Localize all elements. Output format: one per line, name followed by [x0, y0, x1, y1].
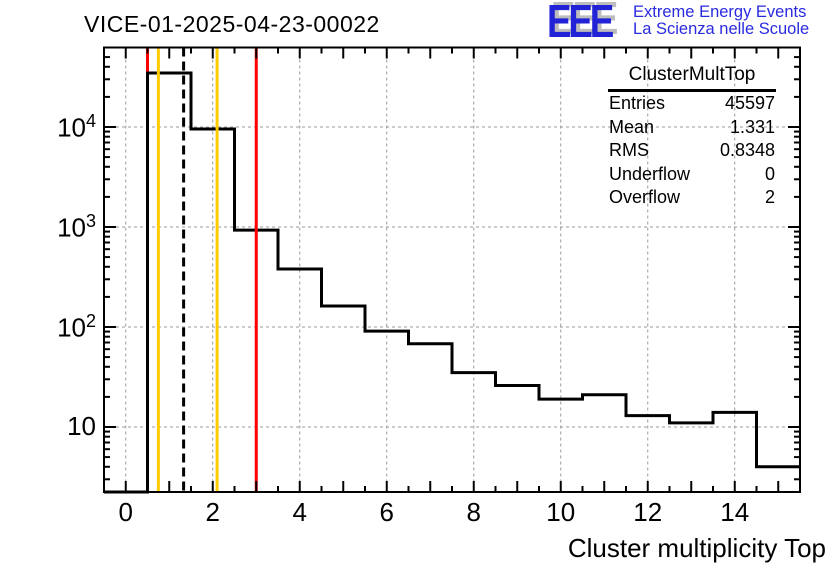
stats-row: Overflow 2	[608, 186, 776, 210]
stats-label: Entries	[609, 93, 666, 113]
stats-row: RMS 0.8348	[608, 139, 776, 163]
x-axis-tick-label: 2	[205, 497, 220, 527]
eee-logo: EEE Extreme Energy Events La Scienza nel…	[547, 0, 809, 47]
stats-value: 1.331	[729, 116, 775, 137]
stats-label: Mean	[609, 116, 655, 137]
stats-row: Entries 45597	[608, 92, 776, 116]
stats-box-title: ClusterMultTop	[608, 64, 776, 92]
stats-label: Overflow	[609, 187, 681, 207]
x-axis-tick-label: 10	[546, 497, 576, 527]
y-axis-tick-label: 103	[57, 211, 96, 243]
stats-label: Underflow	[609, 163, 691, 184]
x-axis-tick-label: 12	[633, 497, 663, 527]
eee-logo-tagline-en: Extreme Energy Events	[633, 3, 807, 21]
stats-value: 45597	[724, 93, 775, 113]
eee-logo-tagline-it: La Scienza nelle Scuole	[633, 19, 810, 38]
histogram-line	[104, 71, 800, 494]
eee-logo-taglines: Extreme Energy Events La Scienza nelle S…	[633, 2, 809, 37]
stats-value: 0.8348	[719, 140, 775, 160]
plot-title: VICE-01-2025-04-23-00022	[84, 11, 380, 37]
y-axis-tick-label: 10	[67, 411, 96, 441]
stats-rows: Entries 45597 Mean 1.331 RMS 0.8348 Underflow 0…	[608, 92, 776, 210]
x-axis-tick-label: 6	[379, 497, 394, 527]
eee-logo-acronym: EEE	[547, 0, 614, 47]
x-axis-tick-label: 0	[118, 497, 133, 527]
stats-value: 2	[764, 187, 775, 207]
stats-row: Underflow 0	[608, 163, 776, 187]
x-axis-title: Cluster multiplicity Top	[567, 533, 826, 563]
x-axis-tick-label: 4	[292, 497, 307, 527]
stats-box: ClusterMultTop Entries 45597 Mean 1.331 RMS 0…	[608, 64, 776, 210]
stats-label: RMS	[609, 140, 649, 160]
x-axis-tick-label: 8	[466, 497, 481, 527]
stats-value: 0	[764, 163, 775, 184]
stats-row: Mean 1.331	[608, 116, 776, 140]
y-axis-tick-label: 104	[57, 111, 96, 143]
x-axis-tick-label: 14	[720, 497, 750, 527]
y-axis-tick-label: 102	[57, 311, 96, 343]
